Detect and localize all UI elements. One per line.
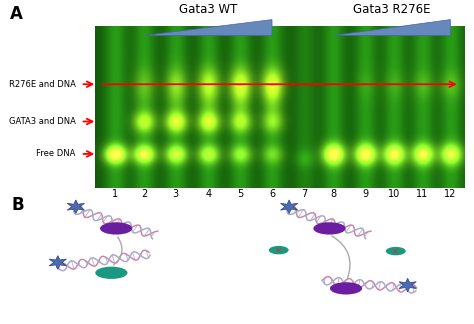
- Polygon shape: [399, 278, 416, 292]
- Text: R276E and DNA: R276E and DNA: [9, 80, 76, 89]
- Text: 6: 6: [269, 189, 275, 199]
- Text: Gata3 R276E: Gata3 R276E: [353, 3, 430, 16]
- Text: 10: 10: [388, 189, 400, 199]
- Ellipse shape: [100, 222, 132, 235]
- Text: 3: 3: [173, 189, 179, 199]
- Ellipse shape: [269, 246, 289, 254]
- Text: 4: 4: [205, 189, 211, 199]
- Polygon shape: [333, 19, 450, 36]
- Text: 11: 11: [416, 189, 428, 199]
- Polygon shape: [49, 256, 66, 269]
- Text: 5: 5: [237, 189, 243, 199]
- Polygon shape: [67, 200, 84, 214]
- Text: 12: 12: [444, 189, 456, 199]
- Ellipse shape: [313, 222, 346, 235]
- Text: 9: 9: [362, 189, 368, 199]
- Text: ✕: ✕: [275, 246, 282, 255]
- Ellipse shape: [95, 267, 128, 279]
- Text: 2: 2: [141, 189, 147, 199]
- Text: 8: 8: [330, 189, 336, 199]
- Polygon shape: [144, 19, 272, 36]
- Ellipse shape: [330, 282, 362, 295]
- Ellipse shape: [386, 247, 406, 255]
- Text: GATA3 and DNA: GATA3 and DNA: [9, 117, 76, 126]
- Text: A: A: [9, 5, 22, 23]
- Polygon shape: [281, 200, 298, 214]
- Text: ✕: ✕: [392, 247, 399, 256]
- Text: 1: 1: [112, 189, 118, 199]
- Text: Free DNA: Free DNA: [36, 149, 76, 158]
- Text: Gata3 WT: Gata3 WT: [179, 3, 237, 16]
- Text: 7: 7: [301, 189, 308, 199]
- Text: B: B: [12, 196, 25, 214]
